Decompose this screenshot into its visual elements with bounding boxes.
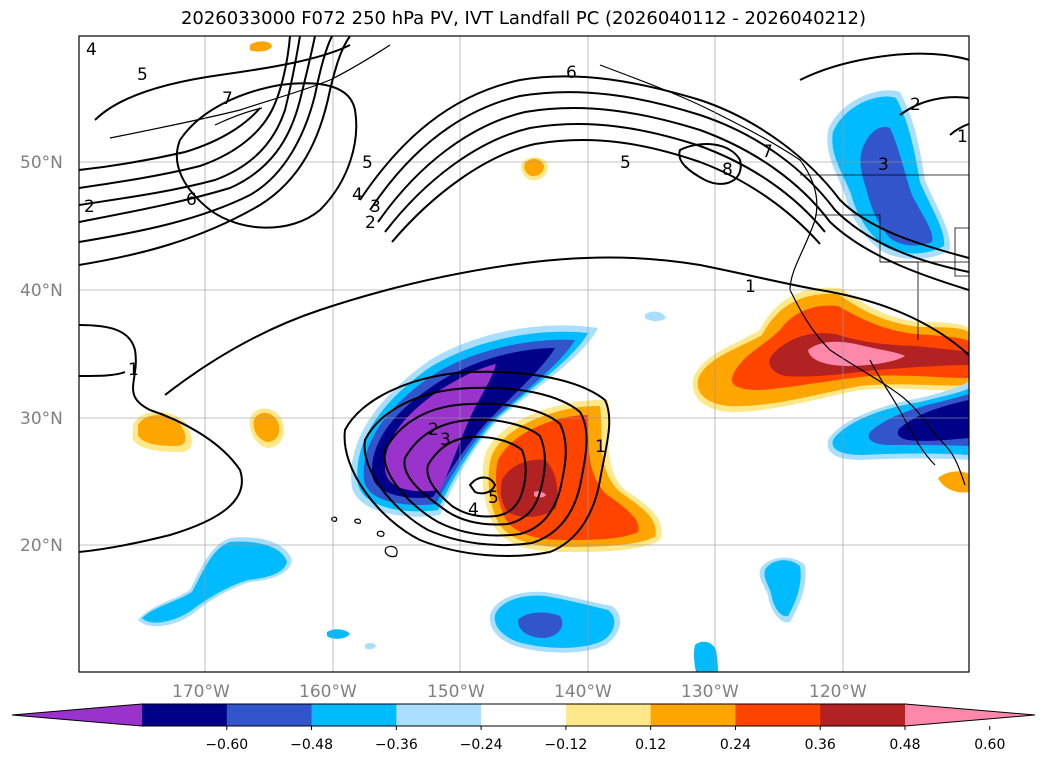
colorbar-tick-label: 0.36 [805, 737, 836, 753]
contour-label-3-mid: 3 [370, 197, 381, 217]
lon-label-170w: 170°W [172, 682, 230, 702]
colorbar-tick-label: −0.36 [375, 737, 418, 753]
colorbar-tick-label: 0.24 [720, 737, 751, 753]
contour-label-6-gulf: 6 [566, 63, 577, 83]
contour-label-7-nw: 7 [222, 89, 233, 109]
contour-label-3-low: 3 [440, 430, 451, 450]
colorbar-segment [735, 704, 821, 726]
pos-anomaly-small-coast [938, 471, 969, 493]
contour-label-1-east: 1 [745, 277, 756, 297]
contour-label-1-ne: 1 [957, 127, 968, 147]
neg-blob-small-3 [365, 642, 376, 650]
colorbar-tick-label: −0.48 [290, 737, 333, 753]
lat-label-50n: 50°N [20, 153, 63, 173]
colorbar-segment [311, 704, 397, 726]
pos-blob-top [250, 41, 272, 52]
lon-label-130w: 130°W [681, 682, 739, 702]
pos-blob-hawaii-north-core [253, 412, 280, 442]
lon-label-120w: 120°W [809, 682, 867, 702]
lon-label-150w: 150°W [427, 682, 485, 702]
colorbar-tick-label: 0.48 [889, 737, 920, 753]
contour-label-1-west: 1 [128, 360, 139, 380]
colorbar-outline [11, 703, 1036, 727]
neg-blob-small-1 [645, 311, 666, 321]
lat-label-30n: 30°N [20, 409, 63, 429]
contour-label-2-ne: 2 [910, 95, 921, 115]
contour-label-4-mid: 4 [352, 185, 363, 205]
contour-label-4-low: 4 [468, 500, 479, 520]
contour-labels: 1 1 1 1 2 2 2 2 3 3 3 4 4 4 5 5 5 5 6 6 … [84, 40, 968, 520]
colorbar-segment [650, 704, 736, 726]
colorbar: −0.60 −0.48 −0.36 −0.24 −0.12 0.12 0.24 0.36 0.4… [11, 703, 1036, 753]
contour-label-5-low: 5 [488, 488, 499, 508]
lat-label-20n: 20°N [20, 536, 63, 556]
contour-label-5-nw: 5 [137, 65, 148, 85]
pos-blob-gulf-core [524, 158, 544, 177]
lat-label-40n: 40°N [20, 281, 63, 301]
pos-blob-west-core [138, 415, 186, 446]
map-title: 2026033000 F072 250 hPa PV, IVT Landfall… [180, 8, 867, 29]
neg-anomaly-pnw-blue [860, 126, 933, 246]
lon-label-160w: 160°W [299, 682, 357, 702]
neg-blob-south-mid-blue [518, 612, 563, 638]
colorbar-segment [226, 704, 313, 726]
lon-label-140w: 140°W [554, 682, 612, 702]
colorbar-tick-label: −0.12 [544, 737, 587, 753]
contour-label-2-low: 2 [428, 420, 439, 440]
map-border [78, 35, 970, 673]
contour-label-2-mid: 2 [365, 213, 376, 233]
contour-label-2-west: 2 [84, 197, 95, 217]
neg-blob-bottom [693, 641, 718, 672]
pos-anomaly-ca-pink [808, 341, 905, 366]
colorbar-segment [396, 704, 482, 726]
colorbar-extend-high [905, 704, 1035, 726]
pv-contours [79, 36, 969, 557]
neg-anomaly-mexico-navy [897, 400, 969, 441]
contour-label-1-south: 1 [595, 437, 606, 457]
longitude-labels: 170°W 160°W 150°W 140°W 130°W 120°W [172, 682, 867, 702]
colorbar-segment [142, 704, 228, 726]
contour-label-7-coast: 7 [762, 142, 773, 162]
colorbar-segment [565, 704, 652, 726]
colorbar-extend-low [12, 704, 142, 726]
neg-blob-south-left-core [142, 541, 287, 623]
neg-blob-south-east-core [764, 560, 801, 617]
colorbar-segment [820, 704, 906, 726]
latitude-labels: 50°N 40°N 30°N 20°N [20, 153, 63, 556]
colorbar-tick-label: −0.24 [460, 737, 503, 753]
neg-anomaly-central-purple [384, 364, 496, 492]
contour-label-5-gulf: 5 [620, 153, 631, 173]
colorbar-tick-label: −0.60 [205, 737, 248, 753]
contour-label-4-nw: 4 [86, 40, 97, 60]
contour-label-5-mid: 5 [362, 153, 373, 173]
colorbar-tick-label: 0.60 [974, 737, 1005, 753]
contour-label-6-nw: 6 [186, 190, 197, 210]
colorbar-segment [481, 704, 567, 726]
contour-label-3-ne: 3 [878, 155, 889, 175]
contour-label-8-coast: 8 [722, 160, 733, 180]
colorbar-tick-label: 0.12 [635, 737, 666, 753]
